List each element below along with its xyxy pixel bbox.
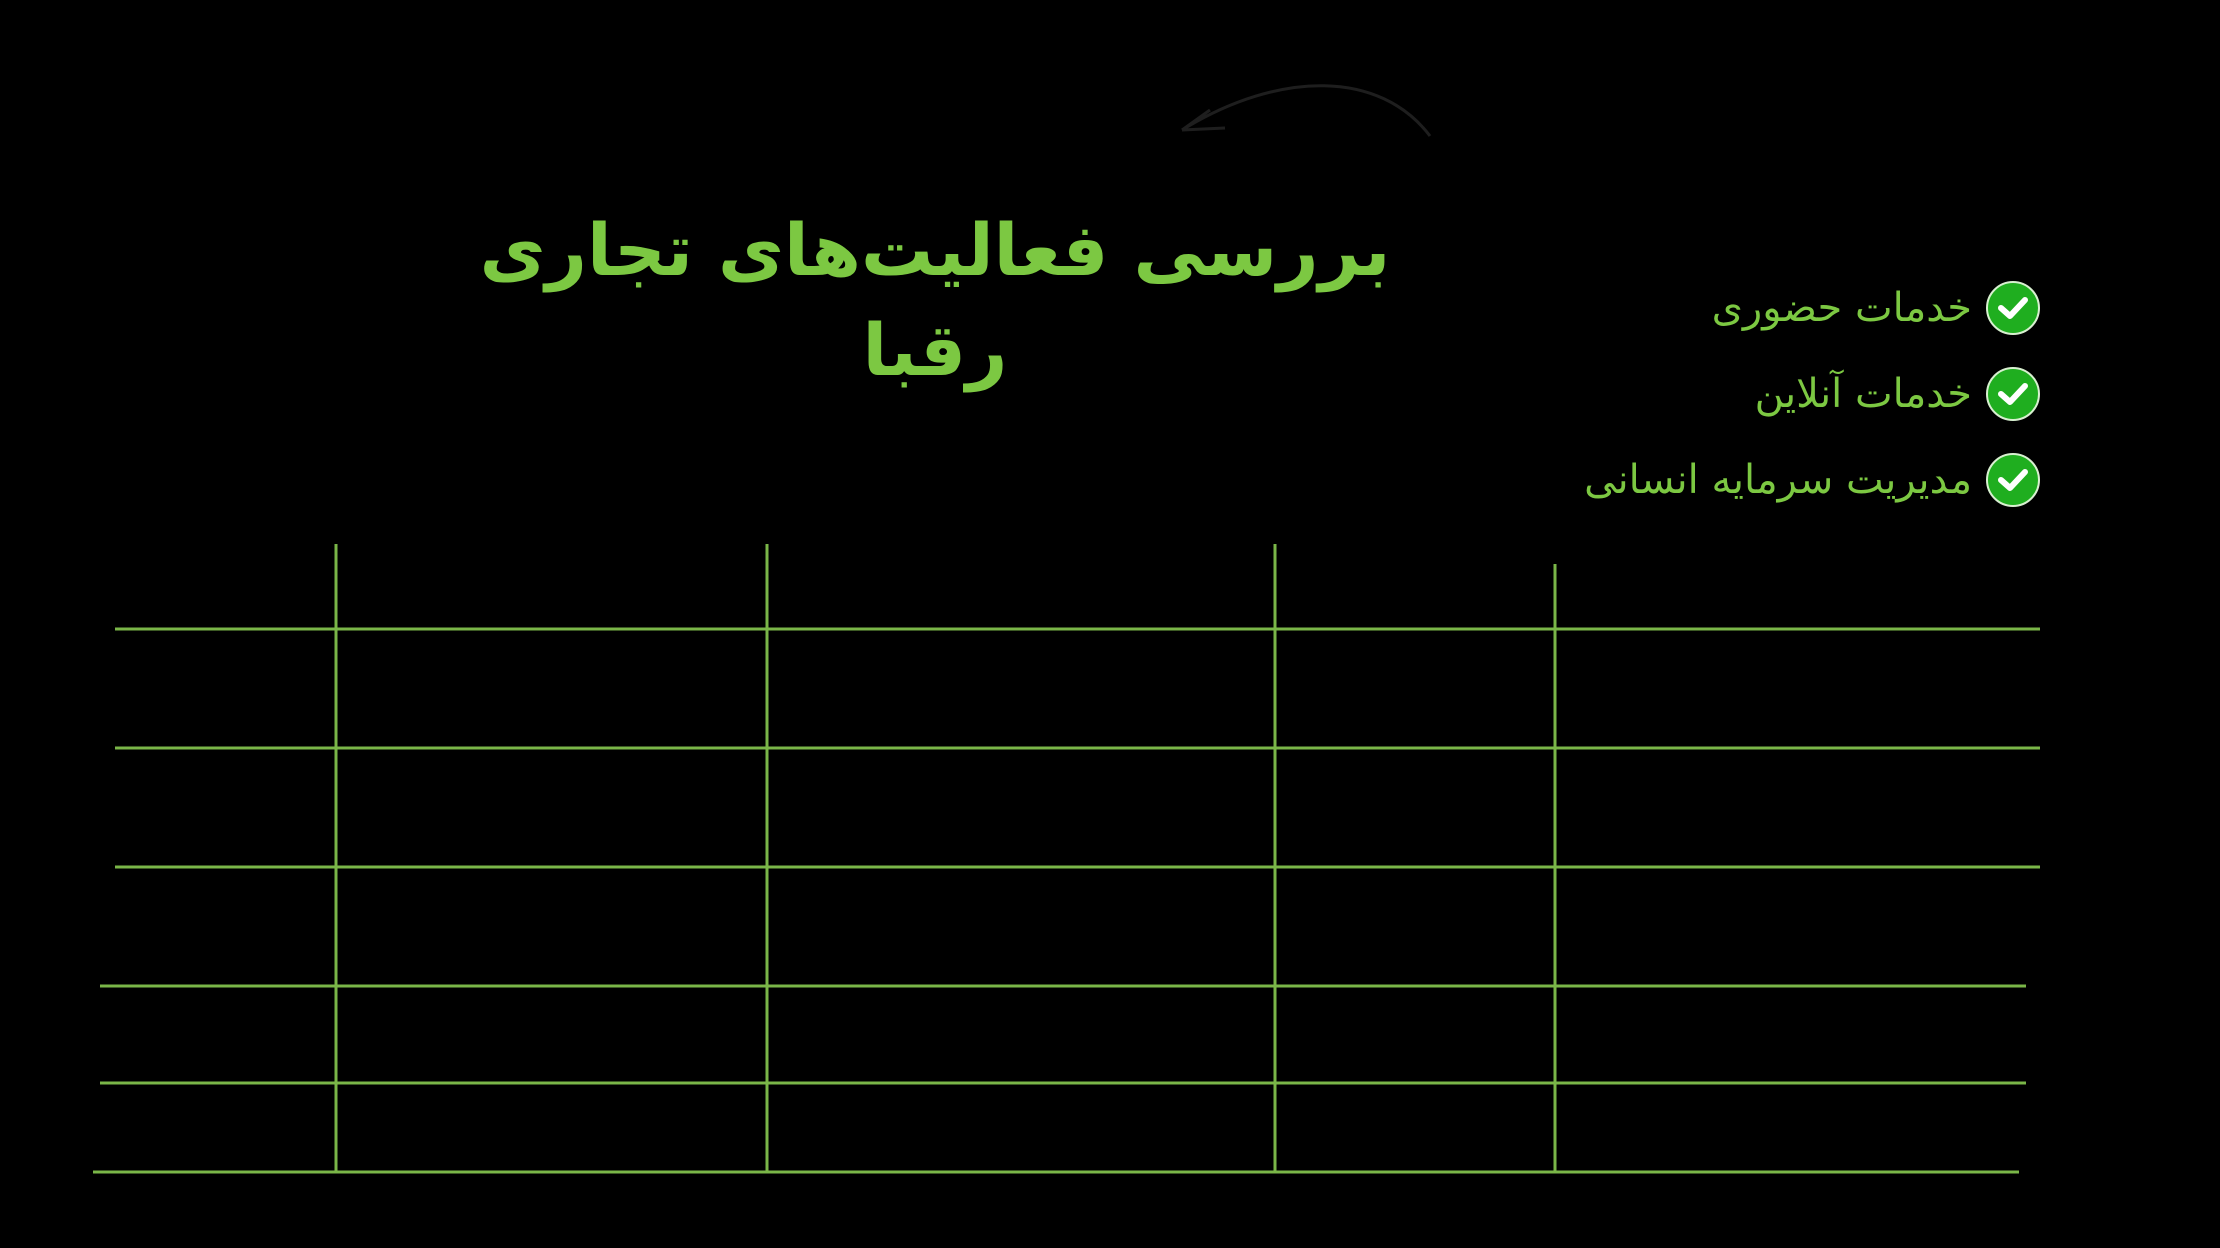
checklist-label: مدیریت سرمایه انسانی xyxy=(1584,457,1972,503)
checklist-item: خدمات حضوری xyxy=(1712,278,2040,338)
check-circle-icon xyxy=(1986,453,2040,507)
empty-table xyxy=(93,544,2040,1174)
check-circle-icon xyxy=(1986,281,2040,335)
page-title: بررسی فعالیت‌های تجاری رقبا xyxy=(479,208,1391,392)
curved-arrow-icon xyxy=(1181,84,1432,137)
checklist-item: خدمات آنلاین xyxy=(1755,364,2040,424)
checklist-label: خدمات آنلاین xyxy=(1754,371,1972,417)
checklist-label: خدمات حضوری xyxy=(1711,285,1972,331)
check-circle-icon xyxy=(1986,367,2040,421)
checklist-item: مدیریت سرمایه انسانی xyxy=(1584,450,2040,510)
